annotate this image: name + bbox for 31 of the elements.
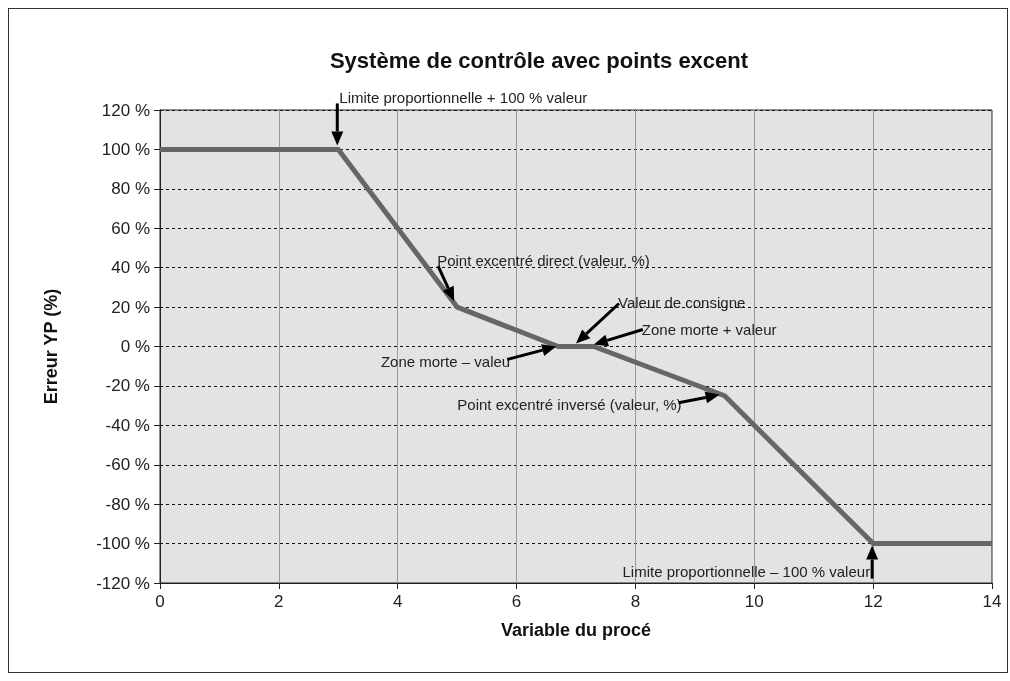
y-tick-label: -120 % <box>96 573 150 593</box>
annotation: Zone morte – valeu <box>380 353 511 370</box>
x-tick-label: 12 <box>863 592 883 611</box>
y-tick-label: 60 % <box>111 218 150 238</box>
y-axis-title: Erreur YP (%) <box>41 288 61 405</box>
x-tick-label: 14 <box>982 592 1002 611</box>
annotation: Valeur de consigne <box>618 294 746 311</box>
y-tick-label: 0 % <box>120 337 150 356</box>
x-axis-title: Variable du procé <box>500 620 652 640</box>
x-tick-label: 4 <box>392 592 403 611</box>
annotation: Limite proportionnelle – 100 % valeur <box>622 563 871 581</box>
x-tick-label: 10 <box>744 592 764 611</box>
y-tick-label: -100 % <box>96 534 150 554</box>
y-tick-label: 120 % <box>101 100 150 120</box>
chart-title: Système de contrôle avec points excent <box>329 47 749 73</box>
y-tick-label: -20 % <box>105 376 150 396</box>
y-tick-label: -80 % <box>105 494 150 514</box>
y-tick-label: -60 % <box>105 455 150 475</box>
y-tick-label: 40 % <box>111 258 150 278</box>
x-tick-label: 6 <box>511 592 522 611</box>
annotation: Point excentré inversé (valeur, %) <box>457 396 682 414</box>
x-tick-label: 8 <box>630 592 641 611</box>
y-tick-label: 80 % <box>111 179 150 199</box>
x-tick-label: 0 <box>155 592 165 611</box>
y-tick-label: 20 % <box>111 297 150 317</box>
x-tick-label: 2 <box>274 592 284 611</box>
y-tick-label: 100 % <box>101 139 150 159</box>
y-tick-label: -40 % <box>105 415 150 435</box>
annotation: Zone morte + valeur <box>641 321 777 338</box>
annotation: Limite proportionnelle + 100 % valeur <box>339 88 588 106</box>
annotation: Point excentré direct (valeur, %) <box>437 251 650 269</box>
